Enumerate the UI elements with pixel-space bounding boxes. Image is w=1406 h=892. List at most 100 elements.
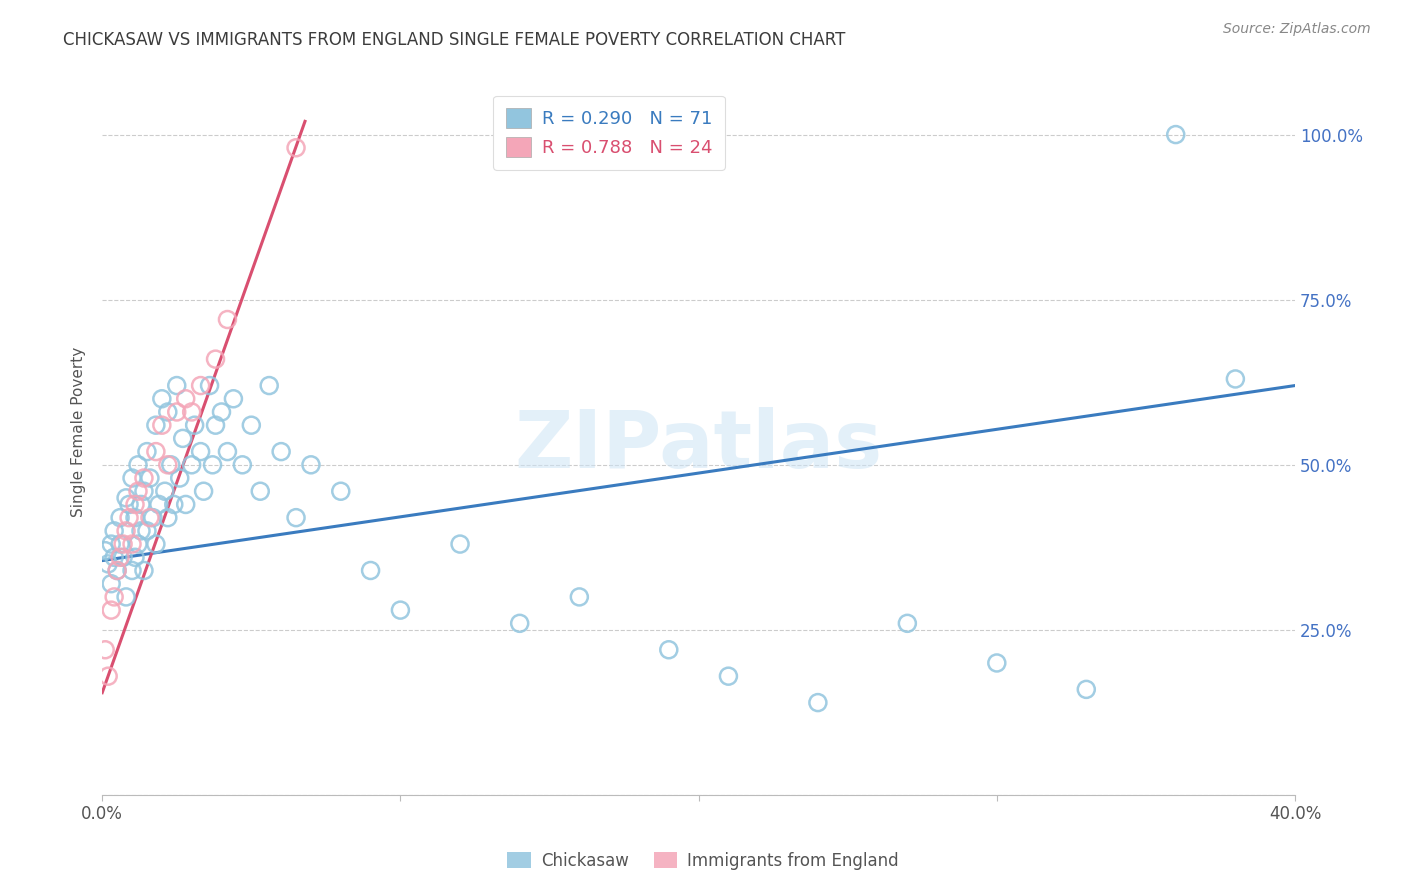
Point xyxy=(145,418,167,433)
Point xyxy=(360,564,382,578)
Point xyxy=(658,642,681,657)
Point xyxy=(204,418,226,433)
Y-axis label: Single Female Poverty: Single Female Poverty xyxy=(72,347,86,517)
Point xyxy=(105,564,128,578)
Point xyxy=(100,576,122,591)
Point xyxy=(124,550,146,565)
Point xyxy=(129,498,152,512)
Point xyxy=(139,510,162,524)
Point xyxy=(112,537,135,551)
Point xyxy=(108,510,131,524)
Point xyxy=(217,444,239,458)
Point xyxy=(174,498,197,512)
Legend: Chickasaw, Immigrants from England: Chickasaw, Immigrants from England xyxy=(501,846,905,877)
Point xyxy=(94,543,117,558)
Point xyxy=(249,484,271,499)
Point xyxy=(211,405,233,419)
Text: ZIPatlas: ZIPatlas xyxy=(515,408,883,485)
Point xyxy=(299,458,322,472)
Point xyxy=(127,484,149,499)
Point xyxy=(121,471,143,485)
Point xyxy=(717,669,740,683)
Point xyxy=(108,537,131,551)
Point xyxy=(129,524,152,538)
Point xyxy=(159,458,181,472)
Point xyxy=(94,642,117,657)
Point xyxy=(1076,682,1098,697)
Point xyxy=(986,656,1008,670)
Point xyxy=(1225,372,1247,386)
Point xyxy=(222,392,245,406)
Point xyxy=(145,444,167,458)
Point xyxy=(100,603,122,617)
Point xyxy=(115,590,138,604)
Point xyxy=(285,141,308,155)
Point xyxy=(156,458,179,472)
Point xyxy=(180,458,202,472)
Point xyxy=(132,564,155,578)
Point xyxy=(103,590,125,604)
Point xyxy=(163,498,186,512)
Point xyxy=(156,510,179,524)
Point xyxy=(132,471,155,485)
Point xyxy=(166,405,188,419)
Point xyxy=(896,616,918,631)
Point xyxy=(127,458,149,472)
Point xyxy=(166,378,188,392)
Point xyxy=(115,524,138,538)
Point xyxy=(142,510,165,524)
Point xyxy=(97,557,120,571)
Point xyxy=(190,378,212,392)
Point xyxy=(198,378,221,392)
Text: Source: ZipAtlas.com: Source: ZipAtlas.com xyxy=(1223,22,1371,37)
Point xyxy=(204,352,226,367)
Point xyxy=(193,484,215,499)
Point xyxy=(124,498,146,512)
Point xyxy=(257,378,280,392)
Point xyxy=(105,564,128,578)
Legend: R = 0.290   N = 71, R = 0.788   N = 24: R = 0.290 N = 71, R = 0.788 N = 24 xyxy=(494,95,725,169)
Text: CHICKASAW VS IMMIGRANTS FROM ENGLAND SINGLE FEMALE POVERTY CORRELATION CHART: CHICKASAW VS IMMIGRANTS FROM ENGLAND SIN… xyxy=(63,31,845,49)
Point xyxy=(190,444,212,458)
Point xyxy=(103,550,125,565)
Point xyxy=(568,590,591,604)
Point xyxy=(285,510,308,524)
Point xyxy=(169,471,191,485)
Point xyxy=(100,537,122,551)
Point xyxy=(240,418,263,433)
Point xyxy=(108,550,131,565)
Point xyxy=(145,537,167,551)
Point xyxy=(103,524,125,538)
Point xyxy=(1164,128,1187,142)
Point xyxy=(270,444,292,458)
Point xyxy=(183,418,205,433)
Point xyxy=(148,498,170,512)
Point xyxy=(124,510,146,524)
Point xyxy=(150,418,173,433)
Point xyxy=(139,471,162,485)
Point xyxy=(118,498,141,512)
Point xyxy=(118,510,141,524)
Point xyxy=(329,484,352,499)
Point xyxy=(449,537,471,551)
Point xyxy=(150,392,173,406)
Point xyxy=(509,616,531,631)
Point xyxy=(172,431,194,445)
Point xyxy=(115,491,138,505)
Point xyxy=(121,537,143,551)
Point xyxy=(153,484,176,499)
Point xyxy=(180,405,202,419)
Point xyxy=(136,444,159,458)
Point xyxy=(389,603,412,617)
Point xyxy=(217,312,239,326)
Point xyxy=(136,524,159,538)
Point xyxy=(231,458,253,472)
Point xyxy=(156,405,179,419)
Point xyxy=(174,392,197,406)
Point xyxy=(112,550,135,565)
Point xyxy=(97,669,120,683)
Point xyxy=(121,564,143,578)
Point xyxy=(807,696,830,710)
Point xyxy=(132,484,155,499)
Point xyxy=(201,458,224,472)
